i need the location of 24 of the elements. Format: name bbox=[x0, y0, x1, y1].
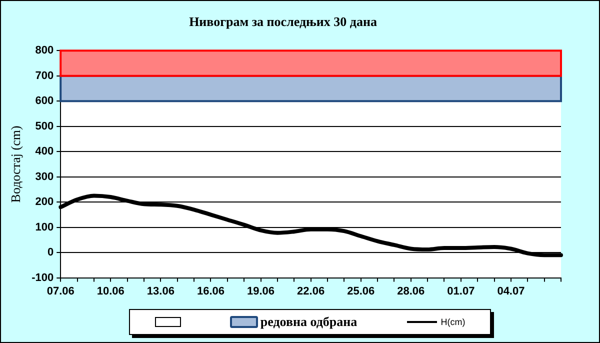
x-tick-label: 13.06 bbox=[146, 285, 174, 298]
y-tick-label: 500 bbox=[35, 120, 54, 132]
y-tick-label: 600 bbox=[35, 95, 54, 108]
x-tick-label: 10.06 bbox=[96, 285, 124, 298]
x-tick-label: 19.06 bbox=[247, 285, 275, 298]
legend-label: редовна одбрана bbox=[260, 314, 358, 330]
x-tick-label: 28.06 bbox=[397, 285, 425, 298]
x-tick-label: 07.06 bbox=[46, 285, 74, 298]
x-tick-label: 01.07 bbox=[447, 285, 475, 298]
y-axis-title: Водостај (cm) bbox=[8, 126, 24, 203]
y-tick-label: 200 bbox=[35, 196, 54, 208]
y-tick-label: -100 bbox=[32, 272, 54, 284]
y-tick-label: 300 bbox=[35, 170, 54, 183]
x-tick-label: 04.07 bbox=[497, 285, 525, 298]
x-tick-label: 16.06 bbox=[196, 285, 224, 298]
x-tick-label: 22.06 bbox=[297, 285, 325, 298]
chart-title: Нивограм за последњих 30 дана bbox=[189, 14, 378, 30]
y-tick-label: 700 bbox=[35, 70, 54, 82]
y-tick-label: 800 bbox=[35, 44, 54, 57]
y-tick-label: 100 bbox=[35, 221, 54, 234]
x-tick-label: 25.06 bbox=[347, 285, 375, 298]
y-tick-label: 0 bbox=[47, 246, 54, 259]
legend-label: H(cm) bbox=[440, 317, 466, 327]
y-tick-label: 400 bbox=[35, 146, 54, 158]
